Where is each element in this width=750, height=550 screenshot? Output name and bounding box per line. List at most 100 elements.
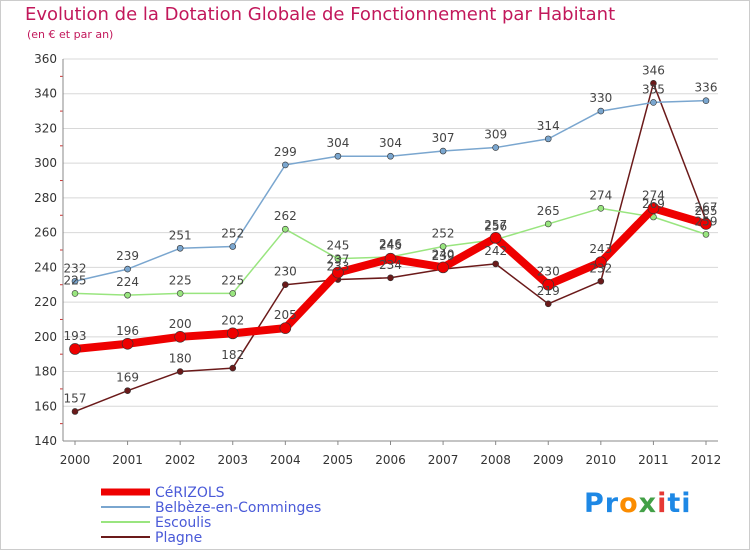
data-point xyxy=(124,265,131,273)
data-label: 304 xyxy=(379,136,402,150)
data-label: 240 xyxy=(432,247,455,261)
data-point xyxy=(71,277,79,285)
data-point xyxy=(282,281,289,289)
data-point xyxy=(71,408,79,415)
data-label: 239 xyxy=(116,249,139,263)
legend-label: CéRIZOLS xyxy=(155,485,225,501)
y-tick-label: 140 xyxy=(34,434,57,448)
axes: 140 160 180 200 220 240 260 280 300 320 340 360 2000… xyxy=(34,52,721,467)
y-tick-label: 260 xyxy=(34,226,57,240)
data-label: 234 xyxy=(379,258,402,272)
data-point xyxy=(69,343,81,355)
data-label: 336 xyxy=(695,81,718,95)
data-point xyxy=(334,152,342,160)
data-point xyxy=(124,291,131,299)
data-label: 304 xyxy=(326,136,349,150)
data-point xyxy=(384,252,397,265)
data-point xyxy=(439,243,447,250)
data-label: 274 xyxy=(642,188,665,202)
data-label: 330 xyxy=(589,91,612,105)
data-label: 307 xyxy=(432,131,455,145)
data-label: 251 xyxy=(169,228,192,242)
data-point xyxy=(71,290,79,297)
series-group xyxy=(69,80,712,415)
data-label: 196 xyxy=(116,324,139,338)
data-label: 309 xyxy=(484,128,507,142)
data-point xyxy=(702,231,710,238)
data-label: 265 xyxy=(695,204,718,218)
data-point xyxy=(282,225,289,233)
data-label: 225 xyxy=(221,273,244,287)
data-label: 182 xyxy=(221,348,244,362)
x-tick-label: 2002 xyxy=(165,453,196,467)
data-label: 230 xyxy=(537,265,560,279)
y-tick-label: 360 xyxy=(34,52,57,66)
data-point xyxy=(229,364,237,372)
data-label: 252 xyxy=(221,227,244,241)
data-point xyxy=(650,80,657,87)
x-tick-label: 2004 xyxy=(270,453,301,467)
y-tick-label: 240 xyxy=(34,260,57,274)
data-label: 265 xyxy=(537,204,560,218)
data-label: 180 xyxy=(169,352,192,366)
y-tick-label: 320 xyxy=(34,121,57,135)
data-point xyxy=(492,144,499,151)
data-point xyxy=(279,322,292,334)
x-tick-label: 2009 xyxy=(533,453,564,467)
x-tick-label: 2007 xyxy=(428,453,459,467)
data-point xyxy=(544,300,552,308)
data-point xyxy=(226,327,239,340)
data-label: 246 xyxy=(379,237,402,251)
data-label: 202 xyxy=(221,313,244,327)
data-label: 259 xyxy=(695,214,718,228)
data-label: 314 xyxy=(537,119,560,133)
data-label: 200 xyxy=(169,317,192,331)
data-point xyxy=(332,266,344,279)
legend: CéRIZOLSBelbèze-en-CommingesEscoulisPlag… xyxy=(101,485,321,546)
x-tick-label: 2006 xyxy=(375,453,406,467)
x-tick-label: 2011 xyxy=(638,453,669,467)
data-point xyxy=(334,255,342,262)
data-point xyxy=(702,97,710,104)
data-label: 267 xyxy=(695,200,718,214)
data-label: 346 xyxy=(642,63,665,77)
data-point xyxy=(229,290,237,297)
data-label: 225 xyxy=(64,273,87,287)
legend-label: Escoulis xyxy=(155,515,211,531)
legend-label: Belbèze-en-Comminges xyxy=(155,500,321,516)
data-label: 157 xyxy=(64,391,87,405)
data-point xyxy=(282,161,289,169)
x-tick-label: 2001 xyxy=(112,453,143,467)
data-label: 245 xyxy=(379,239,402,253)
data-point xyxy=(174,331,186,343)
data-point xyxy=(597,277,605,285)
data-label: 237 xyxy=(326,253,349,267)
data-label: 243 xyxy=(589,242,612,256)
data-point xyxy=(544,135,552,143)
data-point xyxy=(489,232,502,244)
y-tick-label: 340 xyxy=(34,87,57,101)
data-label: 169 xyxy=(116,371,139,385)
x-tick-label: 2008 xyxy=(480,453,511,467)
data-label: 262 xyxy=(274,209,297,223)
data-label: 257 xyxy=(484,218,507,232)
data-point xyxy=(121,337,134,350)
data-label: 335 xyxy=(642,82,665,96)
data-point xyxy=(542,278,555,291)
data-label: 205 xyxy=(274,308,297,322)
data-point xyxy=(597,107,605,115)
grid-lines xyxy=(63,58,718,407)
x-tick-label: 2000 xyxy=(60,453,91,467)
data-point xyxy=(595,256,607,268)
x-tick-label: 2005 xyxy=(323,453,354,467)
data-label: 232 xyxy=(64,261,87,275)
y-tick-label: 280 xyxy=(34,191,57,205)
data-point xyxy=(387,274,394,282)
chart-title: Evolution de la Dotation Globale de Fonc… xyxy=(25,4,616,25)
y-tick-label: 180 xyxy=(34,365,57,379)
data-point xyxy=(124,387,131,394)
data-label: 274 xyxy=(589,188,612,202)
y-tick-label: 160 xyxy=(34,399,57,413)
